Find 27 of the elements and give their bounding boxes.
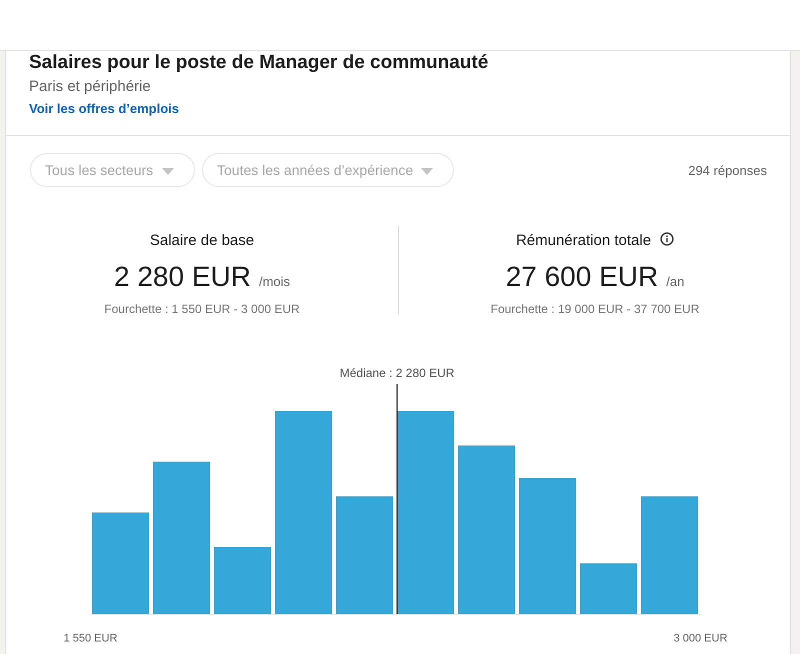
text: /mois — [258, 274, 290, 289]
bar — [519, 478, 576, 614]
filter-dropdown: Toutes les années d’expérience — [202, 153, 454, 187]
text: Salaire de base — [150, 232, 254, 249]
bar — [397, 411, 454, 614]
filter-dropdown: Tous les secteurs — [30, 153, 195, 187]
text: /an — [666, 274, 684, 289]
text: Rémunération totale — [516, 232, 652, 249]
text: Fourchette : 19 000 EUR - 37 700 EUR — [490, 301, 700, 317]
text: 2 280 EUR — [114, 261, 251, 292]
bar — [153, 462, 210, 614]
text: 27 600 EUR — [506, 261, 658, 292]
x-tick-label: 3 000 EUR — [674, 632, 728, 644]
x-tick-label: 1 550 EUR — [64, 632, 118, 644]
text: Voir les offres d’emplois — [29, 100, 180, 118]
text: Fourchette : 1 550 EUR - 3 000 EUR — [103, 301, 301, 317]
chart-subtitle: Paris et périphérie — [29, 77, 151, 97]
bar — [458, 446, 515, 614]
ref-line-label: Médiane : 2 280 EUR — [340, 366, 455, 380]
text: 294 réponses — [688, 162, 767, 179]
bar — [214, 547, 271, 614]
bar — [275, 411, 332, 614]
bar — [580, 563, 637, 614]
bar — [336, 496, 393, 614]
chart-title: Salaires pour le poste de Manager de communauté — [29, 51, 488, 75]
bar — [92, 512, 149, 614]
bar — [641, 496, 698, 614]
